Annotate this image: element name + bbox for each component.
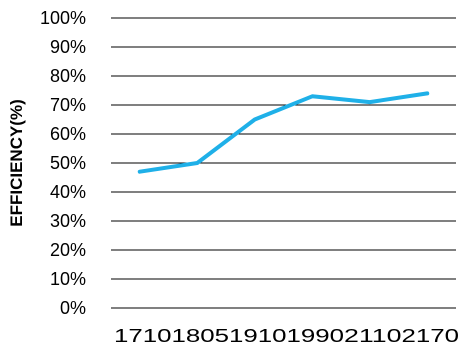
y-tick-label: 90%	[50, 37, 86, 57]
x-tick-label: 1990	[287, 326, 345, 346]
x-tick-label: 1710	[114, 326, 172, 346]
y-tick-label: 100%	[40, 8, 86, 28]
y-axis-ticks: 0% 10% 20% 30% 40% 50% 60% 70% 80% 90% 100%	[40, 8, 86, 318]
x-tick-label: 2110	[344, 326, 402, 346]
y-axis-label: EFFICIENCY(%)	[7, 99, 26, 227]
x-tick-label: 1910	[229, 326, 287, 346]
y-tick-label: 20%	[50, 240, 86, 260]
y-tick-label: 70%	[50, 95, 86, 115]
y-tick-label: 60%	[50, 124, 86, 144]
y-tick-label: 50%	[50, 153, 86, 173]
series-layer	[137, 91, 430, 174]
y-tick-label: 40%	[50, 182, 86, 202]
y-tick-label: 80%	[50, 66, 86, 86]
x-tick-label: 1805	[172, 326, 230, 346]
x-tick-label: 2170	[402, 326, 460, 346]
gridlines	[111, 17, 456, 309]
y-tick-label: 10%	[50, 269, 86, 289]
y-tick-label: 0%	[60, 298, 86, 318]
y-tick-label: 30%	[50, 211, 86, 231]
x-axis-ticks: 1710 1805 1910 1990 2110 2170	[114, 326, 459, 346]
series-line	[137, 91, 430, 174]
